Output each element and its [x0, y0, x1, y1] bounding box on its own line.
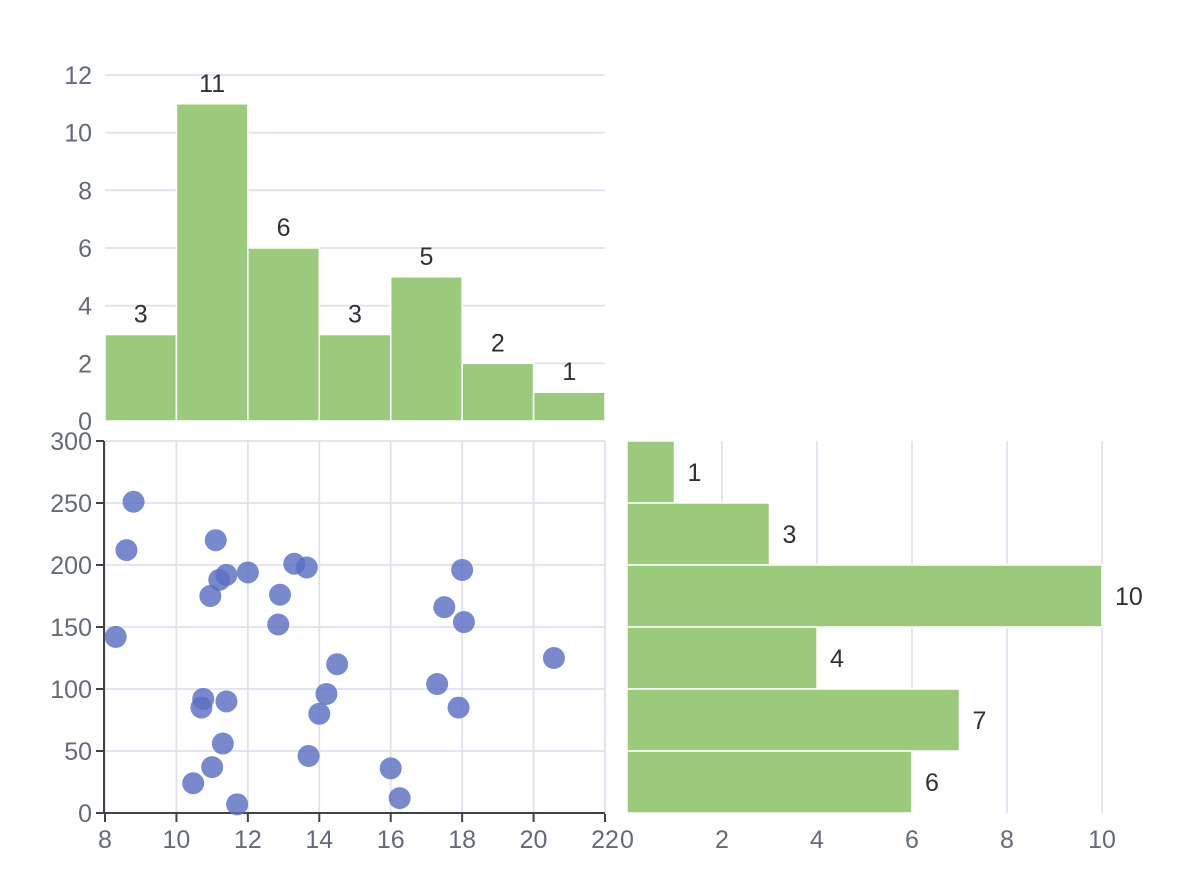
bar-count-label: 11 — [199, 70, 225, 98]
top-hist-y-tick-label: 12 — [64, 62, 92, 90]
top-hist-y-tick-label: 0 — [78, 408, 92, 436]
scatter-x-tick-label: 14 — [305, 826, 333, 854]
scatter-y-tick-label: 250 — [50, 490, 92, 518]
histogram-bar — [389, 276, 463, 422]
right-hist-x-tick-label: 10 — [1088, 826, 1116, 854]
scatter-point — [204, 529, 227, 552]
scatter-y-tick-label: 0 — [78, 800, 92, 828]
right-hist-x-tick-label: 0 — [620, 826, 634, 854]
scatter-point — [211, 732, 234, 755]
top-hist-y-tick-label: 4 — [78, 293, 92, 321]
scatter-point — [104, 625, 127, 648]
histogram-bar — [104, 333, 178, 422]
scatter-y-tick-label: 100 — [50, 676, 92, 704]
scatter-point — [215, 690, 238, 713]
scatter-y-tick-label: 50 — [64, 738, 92, 766]
histogram-bar — [626, 564, 1103, 628]
scatter-y-tick-label: 300 — [50, 428, 92, 456]
scatter-x-tick-label: 16 — [377, 826, 405, 854]
scatter-point — [199, 585, 222, 607]
histogram-bar — [461, 362, 535, 422]
histogram-bar — [626, 502, 771, 566]
scatter-point — [201, 756, 224, 779]
scatter-point — [267, 613, 290, 636]
scatter-point — [452, 611, 475, 634]
scatter-point — [426, 673, 449, 696]
scatter-x-tick-label: 8 — [98, 826, 112, 854]
right-hist-x-tick-label: 6 — [905, 826, 919, 854]
histogram-bar — [175, 103, 249, 422]
scatter-x-tick-label: 12 — [234, 826, 262, 854]
scatter-point — [433, 596, 456, 619]
scatter-point — [236, 561, 259, 584]
scatter-y-tick-label: 200 — [50, 552, 92, 580]
right-hist-x-tick-label: 8 — [1000, 826, 1014, 854]
scatter-x-tick-label: 20 — [520, 826, 548, 854]
scatter-point — [379, 757, 402, 780]
scatter-point — [122, 490, 145, 513]
bar-count-label: 3 — [134, 301, 148, 329]
bar-count-label: 5 — [419, 243, 433, 271]
bar-count-label: 6 — [925, 769, 939, 797]
bar-count-label: 2 — [491, 329, 505, 357]
scatter-point — [115, 539, 138, 562]
bar-count-label: 3 — [348, 301, 362, 329]
scatter-point — [388, 787, 411, 810]
scatter-point — [447, 696, 470, 719]
top-hist-y-tick-label: 8 — [78, 177, 92, 205]
scatter-x-tick-label: 22 — [591, 826, 619, 854]
bar-count-label: 6 — [277, 214, 291, 242]
scatter-point — [297, 744, 320, 767]
histogram-bar — [626, 626, 818, 690]
histogram-bar — [626, 440, 676, 504]
scatter-point — [295, 556, 318, 579]
bar-count-label: 10 — [1115, 583, 1143, 611]
scatter-point — [326, 653, 349, 676]
scatter-point — [451, 558, 474, 581]
bar-count-label: 4 — [830, 645, 844, 673]
right-hist-x-tick-label: 4 — [810, 826, 824, 854]
scatter-x-tick-label: 10 — [163, 826, 191, 854]
scatter-point — [269, 583, 291, 606]
scatter-point — [315, 682, 338, 705]
scatter-point — [308, 702, 331, 725]
scatter-y-tick-label: 150 — [50, 614, 92, 642]
histogram-bar — [247, 247, 321, 422]
histogram-bar — [532, 391, 606, 422]
scatter-point — [192, 687, 215, 710]
bar-count-label: 3 — [783, 521, 797, 549]
top-hist-y-tick-label: 2 — [78, 350, 92, 378]
top-hist-y-tick-label: 6 — [78, 235, 92, 263]
scatter-point — [182, 772, 205, 795]
scatter-point — [542, 647, 565, 669]
bar-count-label: 1 — [688, 459, 702, 487]
top-hist-y-tick-label: 10 — [64, 120, 92, 148]
right-hist-x-tick-label: 2 — [715, 826, 729, 854]
histogram-bar — [318, 333, 392, 422]
bar-count-label: 1 — [562, 358, 576, 386]
scatter-x-tick-label: 18 — [448, 826, 476, 854]
scatter-point — [226, 793, 249, 816]
histogram-bar — [626, 688, 961, 752]
scatter-point — [215, 563, 238, 586]
bar-count-label: 7 — [973, 707, 987, 735]
histogram-bar — [626, 750, 913, 814]
